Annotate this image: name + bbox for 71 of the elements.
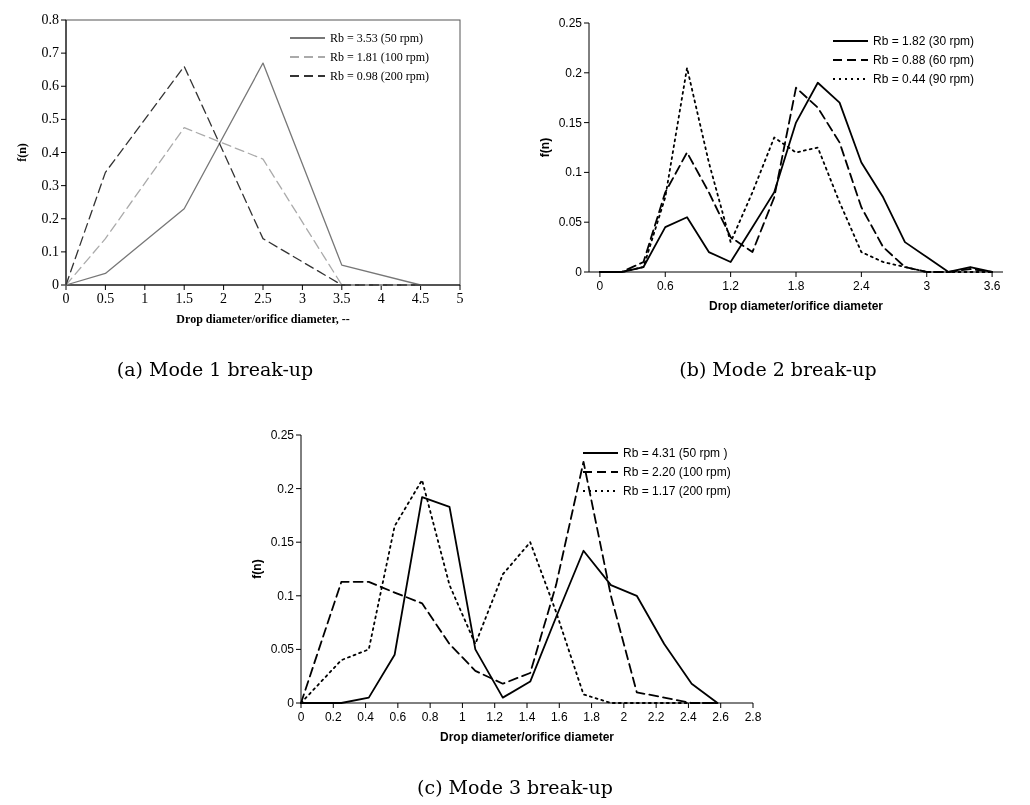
text: (b) Mode 2 break-up [679,358,877,380]
y-tick-label: 0.05 [270,642,295,657]
x-tick-label: 0.6 [389,710,407,724]
x-tick-label: 0.5 [96,291,115,306]
y-tick-label: 0.2 [41,210,59,226]
x-axis-title: Drop diameter/orifice diameter, -- [176,312,350,326]
legend-label: Rb = 0.98 (200 rpm) [330,69,430,83]
x-tick-label: 1.8 [787,279,805,293]
x-tick-label: 0.6 [656,279,674,293]
x-tick-label: 0 [62,291,70,306]
y-tick-label: 0 [575,265,583,279]
x-tick-label: 0 [297,710,305,724]
x-tick-label: 1.6 [550,710,568,724]
x-tick-label: 2.2 [647,710,665,724]
x-tick-label: 2.5 [254,291,272,306]
text: (c) Mode 3 break-up [417,776,613,798]
x-tick-label: 3.6 [983,279,1001,293]
y-tick-label: 0.8 [41,12,59,27]
legend-label: Rb = 1.17 (200 rpm) [623,484,731,498]
x-tick-label: 2.4 [853,279,871,293]
x-tick-label: 2.6 [712,710,730,724]
y-tick-label: 0.15 [558,115,583,130]
y-axis-title: f(n) [15,143,29,162]
x-tick-label: 1.2 [486,710,504,724]
legend-label: Rb = 0.44 (90 rpm) [873,72,975,86]
y-tick-label: 0.1 [277,588,295,603]
legend-label: Rb = 2.20 (100 rpm) [623,465,731,479]
x-tick-label: 2.4 [680,710,698,724]
x-tick-label: 3 [923,279,931,293]
y-tick-label: 0.15 [270,535,295,550]
x-tick-label: 1.4 [518,710,536,724]
legend-label: Rb = 4.31 (50 rpm ) [623,446,728,460]
y-tick-label: 0.05 [558,215,583,230]
text: (a) Mode 1 break-up [116,358,314,380]
x-tick-label: 5 [456,291,464,306]
y-axis-title: f(n) [538,137,552,158]
y-tick-label: 0 [287,696,295,710]
y-tick-label: 0.25 [558,16,583,30]
x-axis-title: Drop diameter/orifice diameter [708,299,884,313]
x-tick-label: 3.5 [333,291,351,306]
legend-label: Rb = 1.82 (30 rpm) [873,34,975,48]
legend-label: Rb = 3.53 (50 rpm) [330,31,424,45]
x-tick-label: 1.2 [722,279,740,293]
x-tick-label: 2.8 [744,710,762,724]
x-tick-label: 2 [620,710,628,724]
x-tick-label: 3 [298,291,306,306]
y-tick-label: 0.2 [565,65,583,80]
y-tick-label: 0.7 [41,45,59,61]
x-tick-label: 0.4 [357,710,375,724]
x-tick-label: 1.8 [583,710,601,724]
x-tick-label: 0.2 [324,710,342,724]
x-tick-label: 1 [459,710,467,724]
x-tick-label: 4 [377,291,385,306]
y-tick-label: 0.4 [41,144,59,160]
legend-label: Rb = 0.88 (60 rpm) [873,53,975,67]
y-axis-title: f(n) [250,559,264,579]
y-tick-label: 0.3 [41,177,59,193]
x-tick-label: 0.8 [421,710,439,724]
y-tick-label: 0.5 [41,111,59,127]
y-tick-label: 0.2 [277,481,295,496]
x-tick-label: 4.5 [411,291,430,306]
x-tick-label: 0 [596,279,604,293]
x-axis-title: Drop diameter/orifice diameter [439,730,615,744]
y-tick-label: 0.1 [41,243,59,259]
x-tick-label: 1 [141,291,149,306]
y-tick-label: 0.6 [41,78,59,94]
legend-label: Rb = 1.81 (100 rpm) [330,50,430,64]
y-tick-label: 0.1 [565,165,583,180]
y-tick-label: 0.25 [270,428,295,442]
x-tick-label: 2 [220,291,228,306]
x-tick-label: 1.5 [175,291,193,306]
